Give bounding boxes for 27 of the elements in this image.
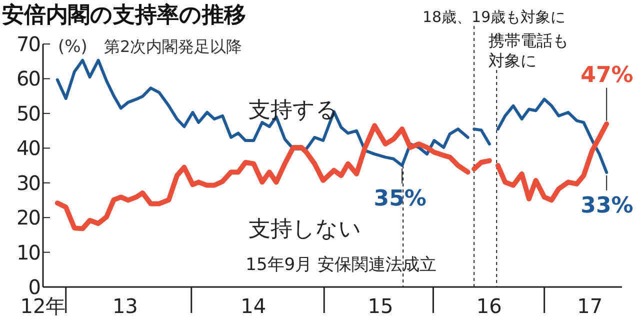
chart-title: 安倍内閣の支持率の推移	[2, 2, 246, 28]
annotation: 47%	[580, 62, 634, 88]
y-tick-label: 20	[16, 206, 40, 230]
chart-subtitle: 第2次内閣発足以降	[104, 37, 242, 56]
x-tick-label: 17	[577, 294, 603, 318]
annotation: 35%	[374, 186, 426, 212]
y-tick-label: 40	[16, 136, 40, 160]
ref-line-label: 携帯電話も対象に	[488, 31, 569, 70]
x-tick-label: 16	[476, 294, 502, 318]
y-tick-label: 50	[16, 101, 40, 126]
annotation: 47%	[580, 62, 634, 122]
annotation: 35%	[374, 168, 426, 212]
y-tick-label: 30	[16, 170, 40, 195]
y-axis-title: (%)	[58, 37, 88, 57]
y-tick-label: 60	[16, 66, 40, 91]
ref-line-label: 18歳、19歳も対象に	[422, 8, 566, 26]
ref-line: 携帯電話も対象に	[488, 31, 569, 288]
series-label: 支持しない	[248, 216, 362, 242]
y-tick-label: 10	[16, 240, 40, 264]
x-tick-label: 14	[240, 294, 266, 318]
series-label: 支持する	[248, 98, 339, 123]
y-tick-label: 70	[16, 32, 40, 56]
annotation: 33%	[580, 193, 634, 218]
x-tick-label: 13	[112, 294, 138, 318]
annotation: 33%	[580, 174, 634, 218]
ref-line-label: 15年9月 安保関連法成立	[246, 255, 437, 275]
x-tick-label: 15	[368, 294, 394, 318]
